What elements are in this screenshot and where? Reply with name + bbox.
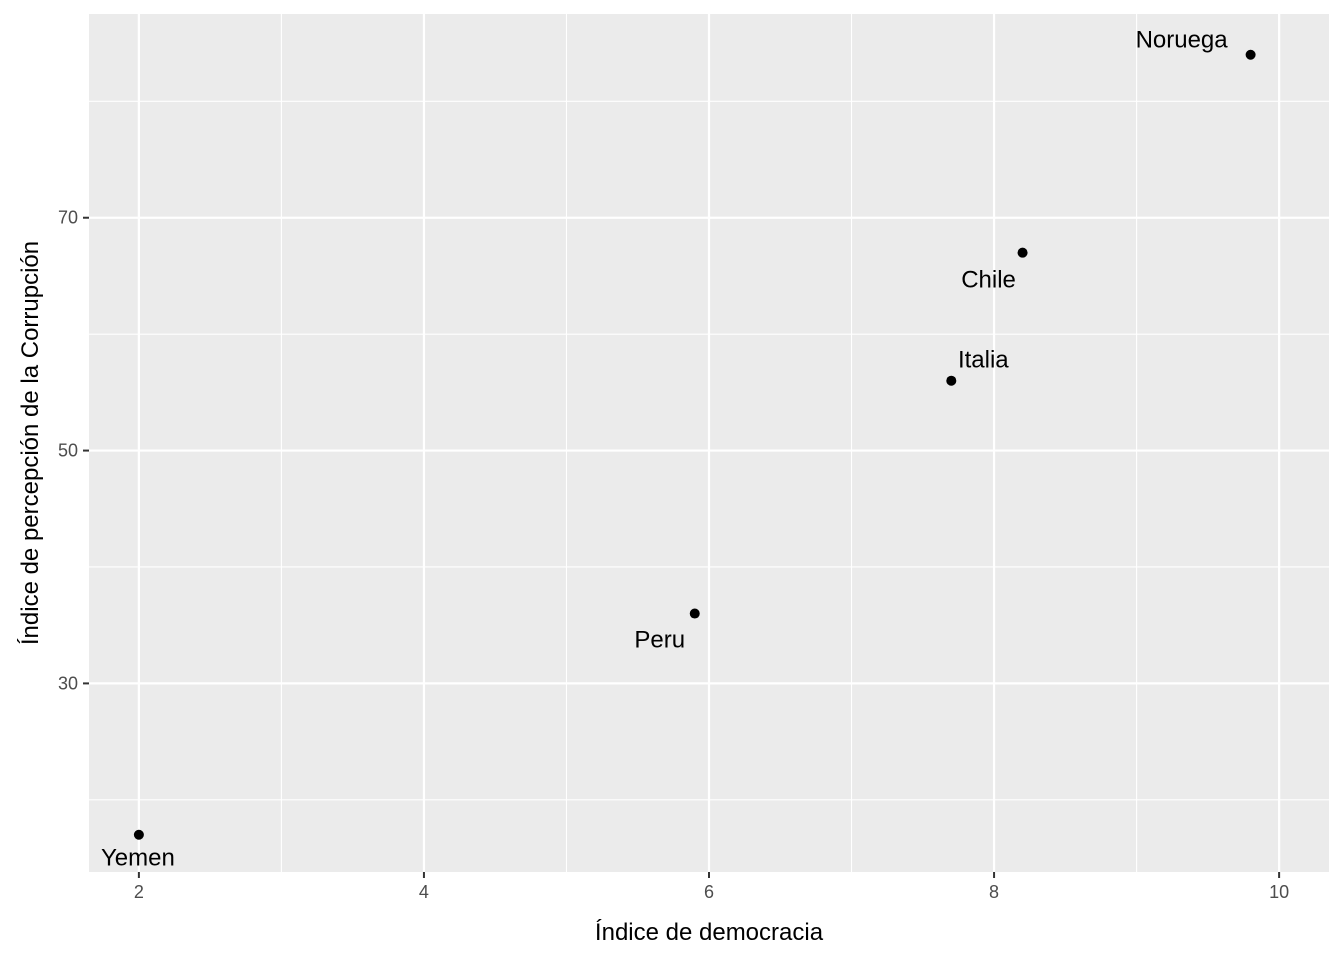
y-axis-title: Índice de percepción de la Corrupción [17, 241, 44, 645]
data-point [133, 829, 144, 840]
x-tick-label: 8 [989, 882, 999, 902]
point-label: Italia [958, 347, 1009, 374]
x-tick-label: 2 [134, 882, 144, 902]
x-axis-title: Índice de democracia [595, 919, 824, 946]
major-gridlines [89, 14, 1329, 872]
point-label: Noruega [1136, 27, 1229, 54]
y-tick-label: 30 [58, 673, 78, 693]
point-label: Yemen [101, 845, 175, 872]
data-point-labels: Yemen Peru Italia Chile Noruega [101, 27, 1228, 872]
axis-tick-labels: 2 4 6 8 10 30 50 70 [58, 208, 1289, 902]
axis-ticks [83, 216, 1281, 878]
data-points [133, 49, 1256, 840]
data-point [946, 375, 957, 386]
x-tick-label: 10 [1269, 882, 1289, 902]
y-tick-label: 70 [58, 208, 78, 228]
point-label: Chile [961, 267, 1016, 294]
data-point [1245, 49, 1256, 60]
y-tick-label: 50 [58, 441, 78, 461]
data-point [689, 608, 700, 619]
x-tick-label: 4 [419, 882, 429, 902]
x-tick-label: 6 [704, 882, 714, 902]
point-label: Peru [634, 627, 685, 654]
data-point [1017, 247, 1028, 258]
